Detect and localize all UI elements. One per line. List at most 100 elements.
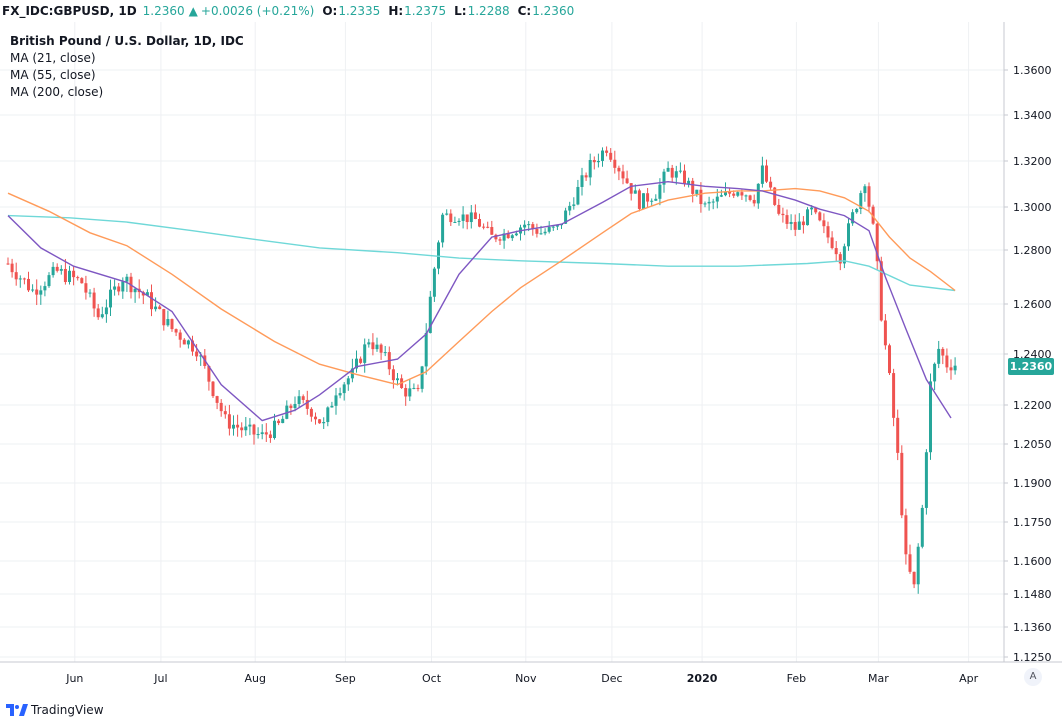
candle-body [260,432,264,435]
candle-body [642,193,645,209]
time-axis[interactable]: Jun Jul Aug Sep Oct Nov Dec 2020 Feb Mar Apr [65,672,978,685]
candle-71 [297,390,301,409]
candle-body [363,344,367,363]
y-tick-label-2: 1.3200 [1013,155,1052,168]
candle-body [830,237,834,249]
legend-ma55[interactable]: MA (55, close) [10,68,96,82]
candle-72 [301,394,305,404]
legend-ma21[interactable]: MA (21, close) [10,51,96,65]
candle-188 [777,198,781,216]
candle-150 [621,164,625,185]
candle-115 [478,213,481,228]
candle-111 [461,206,465,229]
candle-body [867,186,871,207]
candle-body [428,296,432,333]
candle-131 [543,228,547,236]
candle-body [806,209,809,226]
candle-body [605,150,609,153]
candle-body [883,320,887,346]
symbol-name[interactable]: FX_IDC:GBPUSD, 1D [2,4,137,18]
candle-body [601,150,604,161]
candle-body [592,159,596,163]
candle-6 [31,284,35,293]
candle-body [568,205,572,211]
candle-body [822,220,826,227]
candle-body [478,218,481,227]
candle-body [170,319,174,330]
candle-body [396,378,399,381]
auto-scale-button[interactable]: A [1024,668,1042,686]
candle-body [100,314,104,318]
candle-160 [662,168,666,193]
candle-body [670,167,674,178]
candle-204 [842,243,846,269]
candle-156 [646,188,650,208]
candle-body [59,268,63,271]
open-label: O: [322,4,338,18]
candle-208 [859,190,863,215]
candle-207 [855,207,859,214]
candle-228 [941,347,945,365]
candle-133 [551,225,555,231]
candle-body [232,424,235,429]
candle-169 [699,182,703,213]
brand-footer[interactable]: TradingView [6,702,104,718]
low-value: 1.2288 [467,4,510,18]
x-tick-label-8: Feb [787,672,806,685]
candle-63 [264,423,268,442]
candle-body [916,546,920,585]
candle-56 [236,414,240,437]
candle-140 [580,167,584,196]
candle-body [199,355,203,357]
candle-224 [924,449,928,515]
candle-22 [96,304,100,320]
candle-60 [252,423,256,445]
candle-186 [769,176,773,190]
candle-body [162,309,166,326]
candle-body [781,213,785,216]
price-axis[interactable]: 1.3600 1.3400 1.3200 1.3000 1.2800 1.2600 1.24… [1004,64,1052,664]
candle-body [453,222,457,224]
candle-91 [379,343,383,360]
candle-body [113,286,117,290]
candle-body [322,422,326,424]
candle-body [523,224,527,228]
candle-body [728,191,732,194]
candle-body [174,329,178,333]
candle-108 [449,209,453,226]
candle-body [543,231,547,234]
candlestick-series [6,146,957,594]
candle-body [719,195,723,197]
candle-body [104,307,108,315]
candle-body [63,268,67,283]
candle-body [371,342,375,350]
y-tick-label-13: 1.1360 [1013,621,1052,634]
candle-body [625,178,629,184]
candle-132 [547,221,551,234]
candle-body [486,226,490,228]
candle-body [182,339,186,345]
candle-120 [498,237,502,245]
legend-ma200[interactable]: MA (200, close) [10,85,104,99]
candle-body [892,373,896,418]
candle-89 [371,333,375,356]
candle-36 [154,297,158,312]
candle-98 [408,378,412,402]
y-tick-label-5: 1.2600 [1013,298,1052,311]
candle-body [855,208,859,213]
candle-body [465,214,469,223]
candle-body [871,206,875,224]
candle-3 [18,275,22,288]
candle-45 [191,335,194,356]
candle-125 [519,224,522,241]
candle-211 [871,204,875,225]
candle-42 [178,329,182,348]
horizontal-gridlines [0,69,1004,658]
candle-body [281,418,285,424]
candle-body [826,226,830,238]
candle-body [609,152,613,160]
legend-title[interactable]: British Pound / U.S. Dollar, 1D, IDC [10,34,244,48]
candle-body [72,270,76,278]
candle-137 [568,201,572,216]
